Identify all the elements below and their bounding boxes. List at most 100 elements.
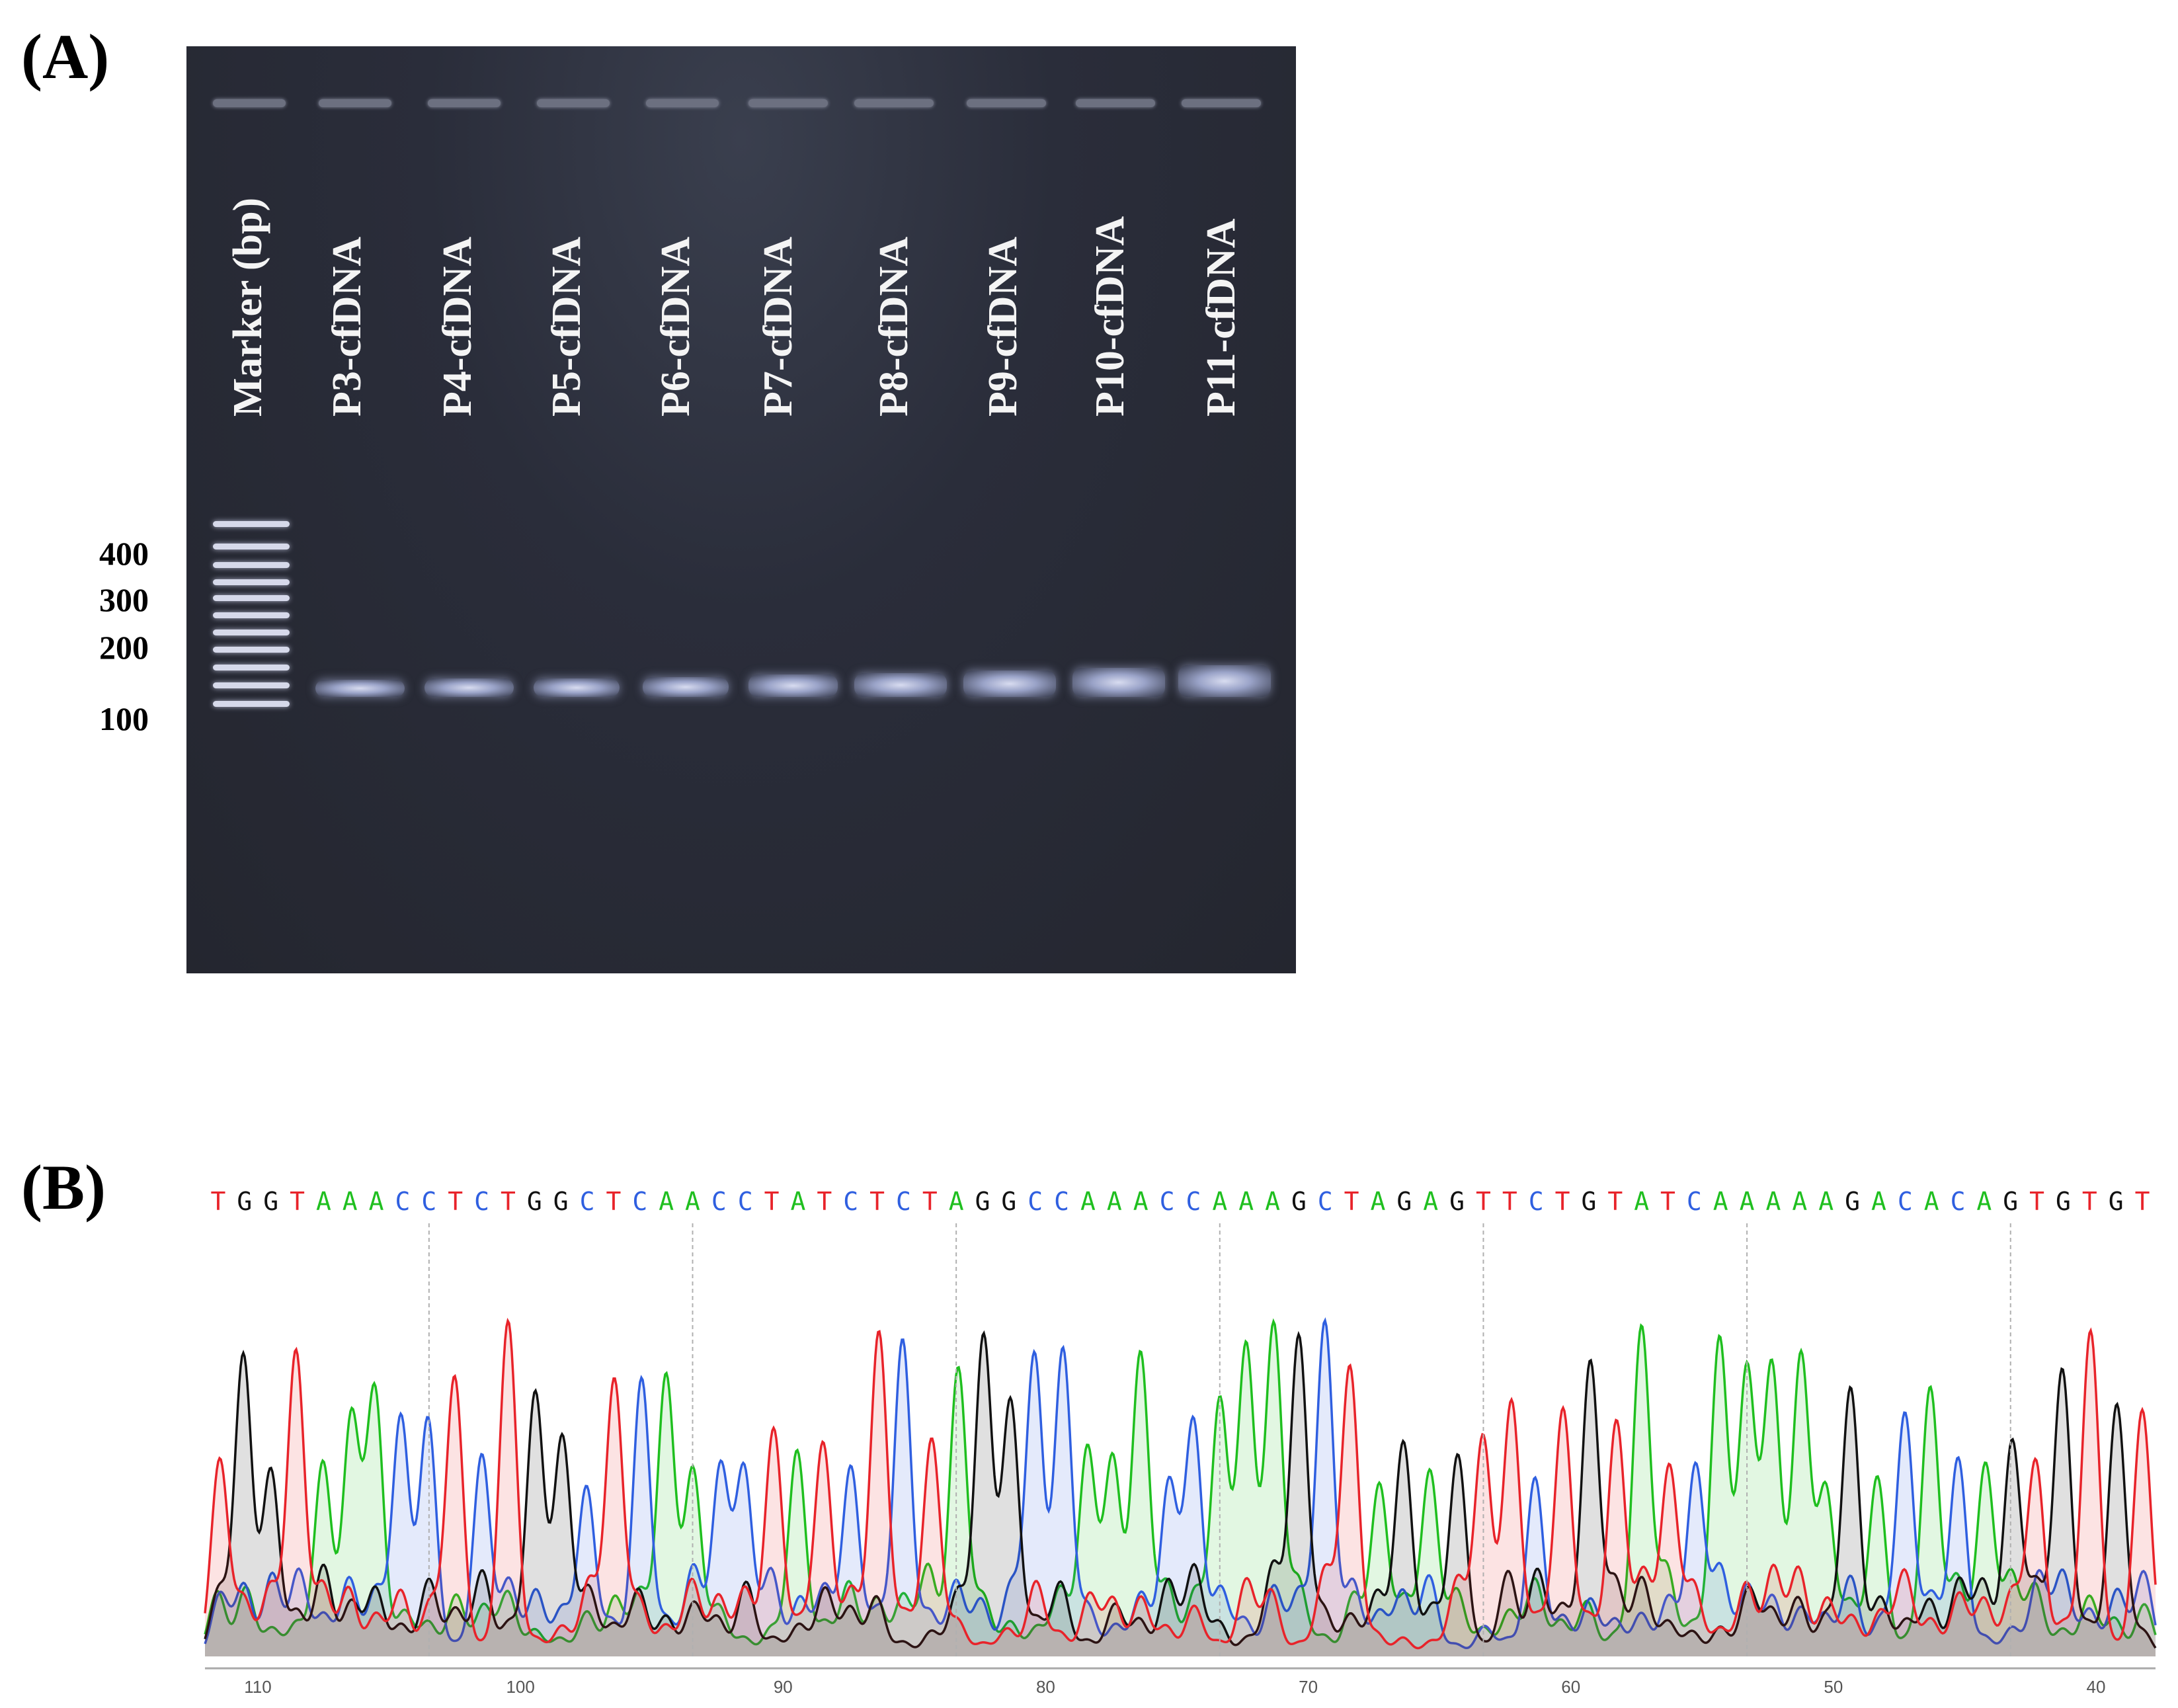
base-call: T bbox=[764, 1187, 780, 1216]
lane-label: P6-cfDNA bbox=[653, 236, 698, 417]
base-call: A bbox=[1740, 1187, 1755, 1216]
trace-line-C bbox=[204, 1317, 2157, 1649]
base-call: C bbox=[1951, 1187, 1966, 1216]
base-call: C bbox=[632, 1187, 647, 1216]
base-call: C bbox=[843, 1187, 858, 1216]
base-call: A bbox=[1212, 1187, 1227, 1216]
sample-band bbox=[963, 671, 1056, 697]
ladder-band bbox=[213, 579, 290, 585]
base-call: G bbox=[1001, 1187, 1016, 1216]
base-call: G bbox=[975, 1187, 990, 1216]
lane-label: P10-cfDNA bbox=[1088, 216, 1133, 417]
well bbox=[1182, 99, 1261, 107]
base-call: A bbox=[1766, 1187, 1781, 1216]
position-label: 90 bbox=[774, 1677, 793, 1697]
base-call: C bbox=[711, 1187, 727, 1216]
sample-band bbox=[1072, 668, 1165, 697]
base-call: C bbox=[580, 1187, 595, 1216]
position-label: 80 bbox=[1036, 1677, 1055, 1697]
base-call: A bbox=[1238, 1187, 1254, 1216]
marker-size-label: 200 bbox=[99, 629, 149, 666]
base-call: C bbox=[1054, 1187, 1069, 1216]
base-call: A bbox=[1265, 1187, 1280, 1216]
position-label: 60 bbox=[1561, 1677, 1580, 1697]
base-call: T bbox=[290, 1187, 305, 1216]
well bbox=[537, 99, 610, 107]
sample-band bbox=[748, 674, 838, 697]
base-call: A bbox=[1792, 1187, 1807, 1216]
base-call: A bbox=[316, 1187, 331, 1216]
trace-line-G bbox=[204, 1330, 2157, 1649]
panel-b-label: (B) bbox=[21, 1152, 106, 1223]
base-call: T bbox=[210, 1187, 225, 1216]
marker-size-label: 300 bbox=[99, 581, 149, 618]
base-call: T bbox=[2082, 1187, 2097, 1216]
ladder-band bbox=[213, 521, 290, 527]
trace-line-T bbox=[204, 1317, 2157, 1650]
base-call: T bbox=[1502, 1187, 1517, 1216]
base-call: C bbox=[1529, 1187, 1544, 1216]
ladder-band bbox=[213, 647, 290, 653]
base-call: A bbox=[949, 1187, 964, 1216]
base-call: T bbox=[869, 1187, 885, 1216]
marker-lane-label: Marker (bp) bbox=[225, 197, 270, 417]
base-call: A bbox=[1133, 1187, 1149, 1216]
base-call: G bbox=[1396, 1187, 1412, 1216]
base-call: C bbox=[421, 1187, 436, 1216]
sample-band bbox=[643, 677, 729, 697]
gel-image: Marker (bp) P3-cfDNA P4-cfDNA P5-cfDNA P… bbox=[186, 46, 1296, 973]
trace-fill-T bbox=[205, 1321, 2156, 1656]
base-call: G bbox=[2109, 1187, 2124, 1216]
base-call: T bbox=[606, 1187, 621, 1216]
base-call: G bbox=[553, 1187, 569, 1216]
lane-label: P4-cfDNA bbox=[435, 236, 480, 417]
base-call: C bbox=[1318, 1187, 1333, 1216]
base-call: A bbox=[1107, 1187, 1122, 1216]
base-call: T bbox=[1476, 1187, 1491, 1216]
position-label: 110 bbox=[244, 1677, 271, 1697]
lane-label: P11-cfDNA bbox=[1199, 218, 1244, 417]
base-call: C bbox=[395, 1187, 411, 1216]
base-call: G bbox=[1581, 1187, 1596, 1216]
marker-size-label: 100 bbox=[99, 700, 149, 737]
base-call: G bbox=[237, 1187, 252, 1216]
base-call: A bbox=[791, 1187, 806, 1216]
position-label: 40 bbox=[2087, 1677, 2106, 1697]
position-label: 50 bbox=[1824, 1677, 1843, 1697]
ladder-band bbox=[213, 682, 290, 688]
base-call: T bbox=[501, 1187, 516, 1216]
well bbox=[748, 99, 828, 107]
panel-a-label: (A) bbox=[21, 21, 110, 92]
base-call: T bbox=[2135, 1187, 2150, 1216]
lane-label: P3-cfDNA bbox=[325, 236, 370, 417]
ladder-band bbox=[213, 562, 290, 568]
base-call: A bbox=[1924, 1187, 1939, 1216]
well bbox=[213, 99, 286, 107]
well bbox=[967, 99, 1046, 107]
sample-band bbox=[534, 678, 620, 697]
base-call: A bbox=[1713, 1187, 1728, 1216]
base-call: G bbox=[527, 1187, 542, 1216]
well bbox=[319, 99, 391, 107]
base-call: G bbox=[1291, 1187, 1307, 1216]
sample-band bbox=[854, 673, 947, 697]
lane-label: P7-cfDNA bbox=[756, 236, 801, 417]
sample-band bbox=[1178, 665, 1271, 697]
base-call: A bbox=[1423, 1187, 1438, 1216]
base-call: C bbox=[738, 1187, 753, 1216]
base-call: C bbox=[1028, 1187, 1043, 1216]
base-call: C bbox=[1186, 1187, 1201, 1216]
ladder-band bbox=[213, 595, 290, 601]
base-call: A bbox=[1634, 1187, 1649, 1216]
well bbox=[1076, 99, 1155, 107]
base-call: C bbox=[1687, 1187, 1702, 1216]
marker-size-label: 400 bbox=[99, 535, 149, 572]
base-call: A bbox=[1371, 1187, 1386, 1216]
base-call: T bbox=[1607, 1187, 1623, 1216]
sample-band bbox=[315, 680, 405, 697]
well bbox=[646, 99, 719, 107]
well bbox=[428, 99, 501, 107]
ladder-band bbox=[213, 612, 290, 618]
base-call: G bbox=[2056, 1187, 2071, 1216]
